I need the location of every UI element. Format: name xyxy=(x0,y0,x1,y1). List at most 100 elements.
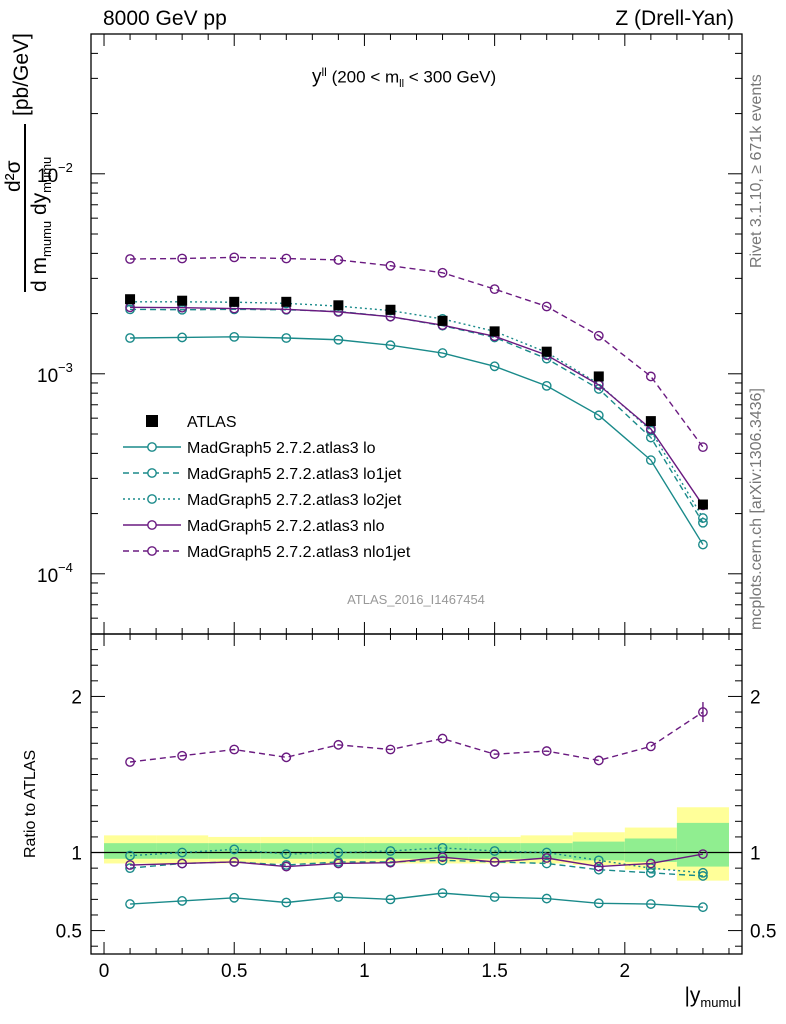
main-data-point xyxy=(333,255,344,265)
legend-marker xyxy=(147,442,157,452)
atlas-data-point xyxy=(125,294,136,305)
plot-title-sup: ll xyxy=(321,65,327,79)
legend-marker xyxy=(147,520,157,530)
atlas-data-point xyxy=(385,304,396,315)
main-data-point xyxy=(489,361,500,372)
legend-label: MadGraph5 2.7.2.atlas3 lo xyxy=(187,440,376,457)
ratio-data-point xyxy=(281,849,292,859)
ratio-data-point xyxy=(333,858,344,869)
ratio-data-point xyxy=(333,892,344,902)
main-data-point xyxy=(333,334,344,345)
main-y-tick-label-base: 10 xyxy=(37,566,58,587)
ratio-data-point xyxy=(437,855,448,866)
main-y-tick-label: 10 −4 xyxy=(37,560,73,587)
ratio-data-point xyxy=(698,867,708,878)
main-data-point xyxy=(698,517,708,528)
main-y-tick-label-base: 10 xyxy=(37,366,58,387)
main-y-tick-label: 10 −2 xyxy=(37,160,73,187)
plot-title-range-sub: ll xyxy=(399,78,405,91)
atlas-data-point xyxy=(437,315,448,326)
atlas-data-point xyxy=(229,296,240,307)
legend-label: MadGraph5 2.7.2.atlas3 nlo1jet xyxy=(187,544,411,561)
ratio-data-point xyxy=(698,849,708,859)
ratio-data-point xyxy=(385,846,396,856)
x-axis-label: |ymumu| xyxy=(684,984,742,1010)
ratio-data-point xyxy=(333,739,344,750)
main-data-point xyxy=(698,442,708,453)
legend-label: MadGraph5 2.7.2.atlas3 lo1jet xyxy=(187,466,402,483)
legend-marker xyxy=(147,546,157,556)
x-tick-label: 0 xyxy=(99,961,110,982)
main-data-point xyxy=(698,539,708,550)
main-data-point xyxy=(593,330,604,341)
header-left: 8000 GeV pp xyxy=(103,7,227,30)
plot-title-main: y xyxy=(312,66,322,88)
ratio-data-point xyxy=(489,892,500,902)
main-series-line xyxy=(130,301,704,519)
legend-marker xyxy=(147,468,157,478)
ratio-data-point xyxy=(125,860,135,870)
ratio-data-point xyxy=(437,842,448,853)
main-series-line xyxy=(130,306,704,506)
ratio-data-point xyxy=(593,755,604,766)
main-data-point xyxy=(593,410,604,421)
uncertainty-band-inner xyxy=(416,843,469,859)
ratio-data-point xyxy=(125,850,135,861)
ratio-y-tick-label-left: 0.5 xyxy=(56,922,82,943)
atlas-data-point xyxy=(333,300,344,311)
uncertainty-band-inner xyxy=(312,843,365,859)
ratio-data-point xyxy=(229,844,240,855)
main-data-point xyxy=(698,513,708,523)
main-data-point xyxy=(229,331,240,342)
ratio-data-point xyxy=(229,892,240,903)
main-y-tick-label-exp: −3 xyxy=(58,360,73,375)
x-tick-label: 0.5 xyxy=(221,961,247,982)
plot-title-range-post: < 300 GeV) xyxy=(404,67,497,87)
ratio-data-point xyxy=(125,899,135,909)
atlas-data-point xyxy=(541,346,552,357)
analysis-watermark: ATLAS_2016_I1467454 xyxy=(347,592,485,607)
ratio-data-point xyxy=(541,893,552,904)
uncertainty-band-inner xyxy=(624,838,677,862)
ratio-series-line xyxy=(129,711,704,763)
ratio-data-point xyxy=(437,852,448,863)
ratio-series-line xyxy=(130,853,704,868)
main-series-line xyxy=(130,336,704,545)
ratio-data-point xyxy=(593,864,604,875)
uncertainty-band-inner xyxy=(208,843,261,859)
ratio-data-point xyxy=(437,888,448,899)
atlas-data-point xyxy=(593,371,604,382)
main-y-tick-label-base: 10 xyxy=(37,166,58,187)
main-series-line xyxy=(130,308,704,524)
main-data-point xyxy=(177,253,188,264)
main-data-point xyxy=(437,267,448,278)
ratio-data-point xyxy=(177,750,188,761)
ratio-data-point xyxy=(229,857,240,867)
main-data-point xyxy=(541,301,552,312)
x-tick-label: 1 xyxy=(359,961,370,982)
atlas-data-point xyxy=(177,295,188,306)
ratio-data-point xyxy=(177,858,188,869)
main-data-point xyxy=(385,260,396,271)
ratio-data-point xyxy=(541,853,552,863)
plot-title-range-pre: (200 < m xyxy=(326,67,400,87)
ratio-y-tick-label-left: 2 xyxy=(71,687,82,708)
ratio-data-point xyxy=(177,847,188,858)
ratio-data-point xyxy=(489,857,500,867)
ratio-y-tick-label-right: 1 xyxy=(750,844,761,865)
legend-label: ATLAS xyxy=(187,414,237,431)
main-y-tick-label-exp: −2 xyxy=(58,160,73,175)
main-data-point xyxy=(125,254,135,264)
x-tick-label: 2 xyxy=(620,961,631,982)
x-label-pre: |y xyxy=(684,984,701,1007)
ratio-data-point xyxy=(333,847,344,858)
header-right: Z (Drell-Yan) xyxy=(615,7,734,30)
atlas-data-point xyxy=(489,326,500,337)
main-data-point xyxy=(177,332,188,343)
x-label-post: | xyxy=(736,984,742,1007)
legend-marker-atlas xyxy=(146,415,158,427)
ratio-data-point xyxy=(645,867,656,878)
legend-label: MadGraph5 2.7.2.atlas3 lo2jet xyxy=(187,492,402,509)
ratio-data-point xyxy=(593,861,604,872)
